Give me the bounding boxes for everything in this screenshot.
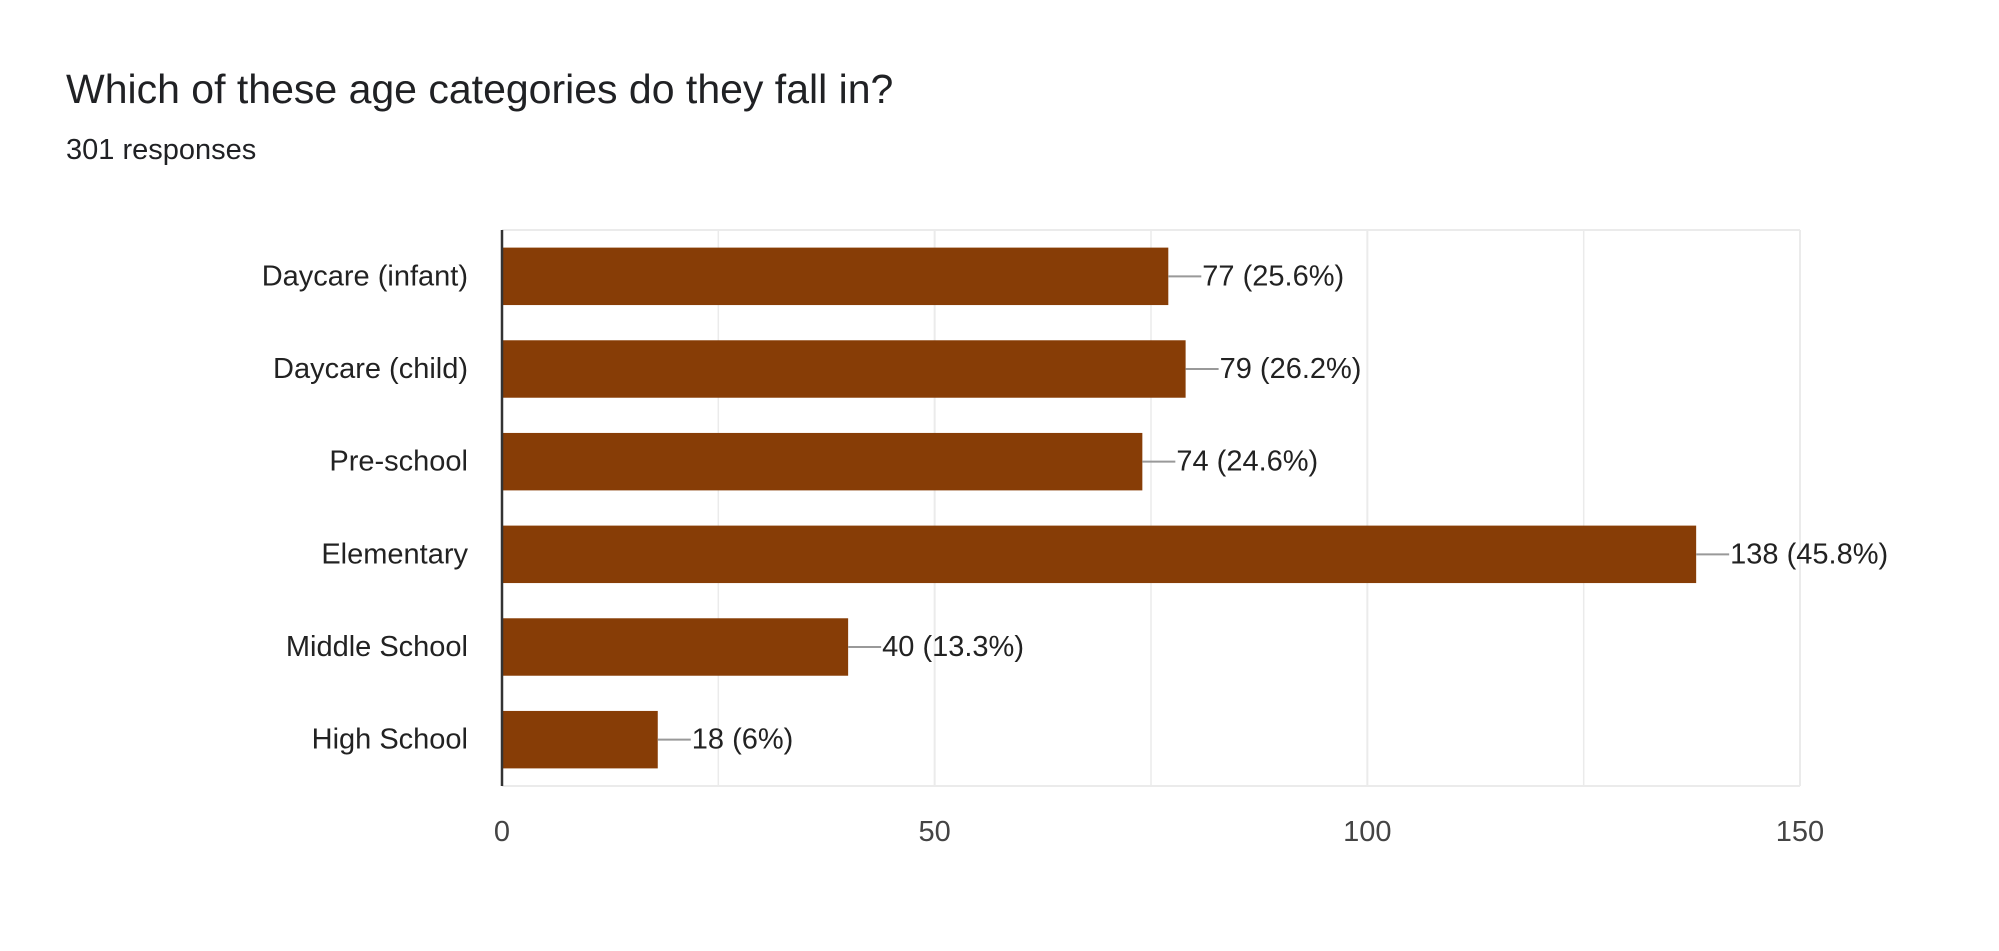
x-tick-label: 100 bbox=[1343, 816, 1391, 848]
category-label: Pre-school bbox=[329, 446, 468, 478]
bar bbox=[502, 340, 1186, 398]
category-label: Daycare (child) bbox=[273, 353, 468, 385]
bars bbox=[502, 247, 1730, 769]
bar bbox=[502, 525, 1697, 584]
category-label: Elementary bbox=[321, 538, 468, 570]
response-count: 301 responses bbox=[66, 134, 257, 166]
bar bbox=[502, 618, 849, 676]
category-label: Daycare (infant) bbox=[262, 260, 468, 292]
data-label: 40 (13.3%) bbox=[882, 631, 1024, 663]
data-label: 74 (24.6%) bbox=[1176, 446, 1318, 478]
bar bbox=[502, 710, 658, 769]
data-label: 18 (6%) bbox=[692, 724, 794, 756]
data-label: 79 (26.2%) bbox=[1220, 353, 1362, 385]
data-label: 138 (45.8%) bbox=[1730, 538, 1888, 570]
axes: 0 50 100 150 bbox=[494, 230, 1824, 848]
x-tick-label: 0 bbox=[494, 816, 510, 848]
bar bbox=[502, 247, 1169, 306]
labels: 77 (25.6%) Daycare (infant) 79 (26.2%) Dayc… bbox=[262, 260, 1888, 755]
chart-title: Which of these age categories do they fa… bbox=[66, 66, 894, 112]
gridlines bbox=[502, 229, 1801, 787]
x-tick-label: 50 bbox=[919, 816, 951, 848]
x-tick-label: 150 bbox=[1776, 816, 1824, 848]
category-label: High School bbox=[312, 724, 468, 756]
bar bbox=[502, 432, 1143, 491]
data-label: 77 (25.6%) bbox=[1202, 260, 1344, 292]
category-label: Middle School bbox=[286, 631, 468, 663]
